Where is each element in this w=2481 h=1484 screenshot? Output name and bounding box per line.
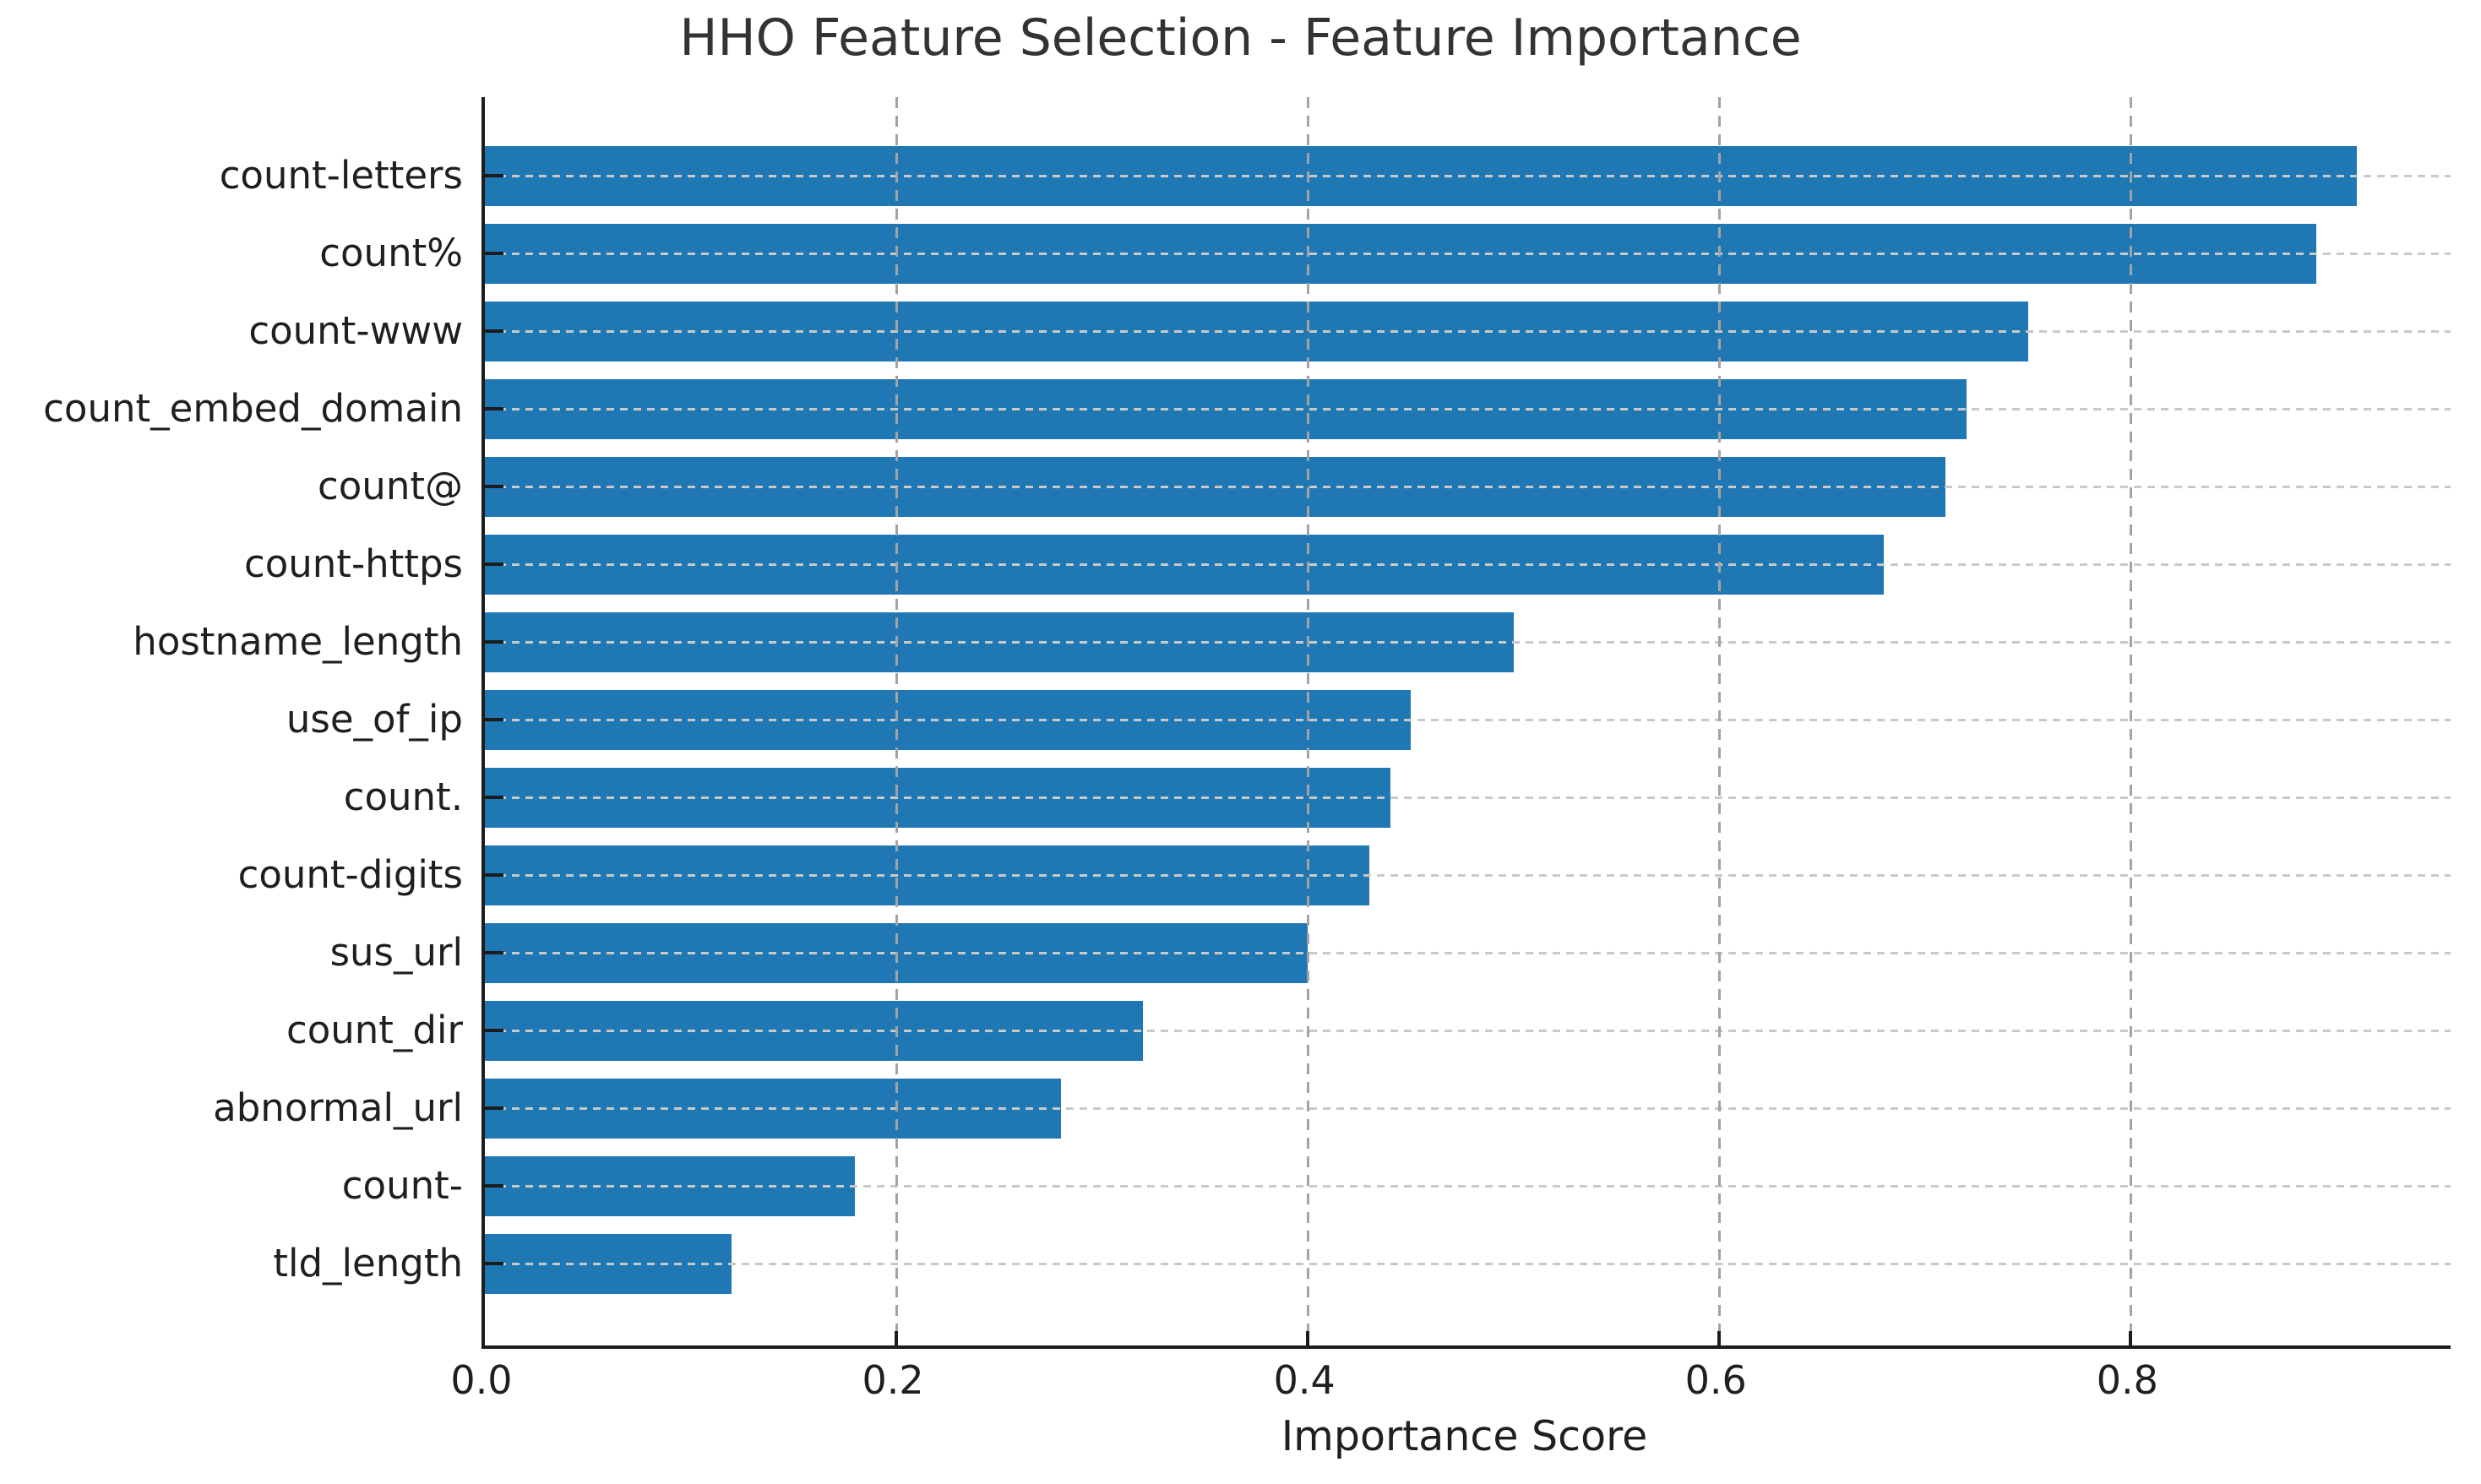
y-tick-mark — [485, 796, 503, 799]
y-tick-mark — [485, 1262, 503, 1265]
plot-area — [482, 97, 2451, 1349]
y-tick-label: count_dir — [286, 1008, 463, 1052]
y-tick-label: abnormal_url — [213, 1085, 463, 1130]
y-tick-label: count-digits — [237, 852, 463, 897]
chart-title: HHO Feature Selection - Feature Importan… — [679, 8, 1802, 68]
y-tick-label: tld_length — [273, 1241, 463, 1286]
y-tick-label: count_embed_domain — [43, 386, 463, 431]
y-tick-label: count-www — [248, 308, 463, 353]
h-gridline — [485, 407, 2451, 410]
h-gridline — [485, 951, 2451, 954]
y-tick-mark — [485, 174, 503, 177]
v-gridline — [2129, 97, 2132, 1345]
x-tick-label: 0.6 — [1684, 1357, 1747, 1403]
h-gridline — [485, 563, 2451, 566]
x-tick-mark — [1306, 1331, 1310, 1345]
y-tick-label: count- — [341, 1163, 463, 1208]
h-gridline — [485, 873, 2451, 877]
y-tick-mark — [485, 485, 503, 488]
y-tick-mark — [485, 1184, 503, 1188]
x-tick-mark — [1717, 1331, 1722, 1345]
h-gridline — [485, 1106, 2451, 1110]
y-tick-mark — [485, 873, 503, 877]
y-tick-label: hostname_length — [133, 619, 463, 664]
h-gridline — [485, 329, 2451, 333]
y-tick-label: use_of_ip — [286, 697, 463, 742]
h-gridline — [485, 485, 2451, 488]
y-tick-label: count% — [319, 231, 463, 275]
x-tick-mark — [2129, 1331, 2133, 1345]
x-axis-label: Importance Score — [1281, 1412, 1648, 1460]
y-tick-label: count-https — [243, 541, 463, 586]
h-gridline — [485, 640, 2451, 644]
y-tick-mark — [485, 329, 503, 333]
x-tick-label: 0.8 — [2096, 1357, 2158, 1403]
h-gridline — [485, 796, 2451, 799]
y-tick-mark — [485, 1106, 503, 1110]
x-tick-mark — [895, 1331, 899, 1345]
h-gridline — [485, 1029, 2451, 1032]
y-tick-mark — [485, 951, 503, 954]
y-tick-label: count-letters — [219, 153, 463, 198]
h-gridline — [485, 174, 2451, 177]
y-tick-mark — [485, 407, 503, 410]
v-gridline — [1306, 97, 1309, 1345]
y-tick-mark — [485, 563, 503, 566]
y-tick-mark — [485, 1029, 503, 1032]
y-tick-mark — [485, 640, 503, 644]
v-gridline — [895, 97, 898, 1345]
x-tick-label: 0.0 — [450, 1357, 513, 1403]
x-tick-label: 0.2 — [862, 1357, 924, 1403]
h-gridline — [485, 252, 2451, 255]
h-gridline — [485, 1184, 2451, 1188]
y-tick-label: count@ — [318, 464, 463, 508]
y-tick-label: count. — [343, 775, 463, 819]
x-tick-label: 0.4 — [1273, 1357, 1336, 1403]
v-gridline — [1717, 97, 1721, 1345]
h-gridline — [485, 1262, 2451, 1265]
y-tick-mark — [485, 252, 503, 255]
y-tick-label: sus_url — [329, 930, 463, 975]
y-tick-mark — [485, 718, 503, 721]
h-gridline — [485, 718, 2451, 721]
